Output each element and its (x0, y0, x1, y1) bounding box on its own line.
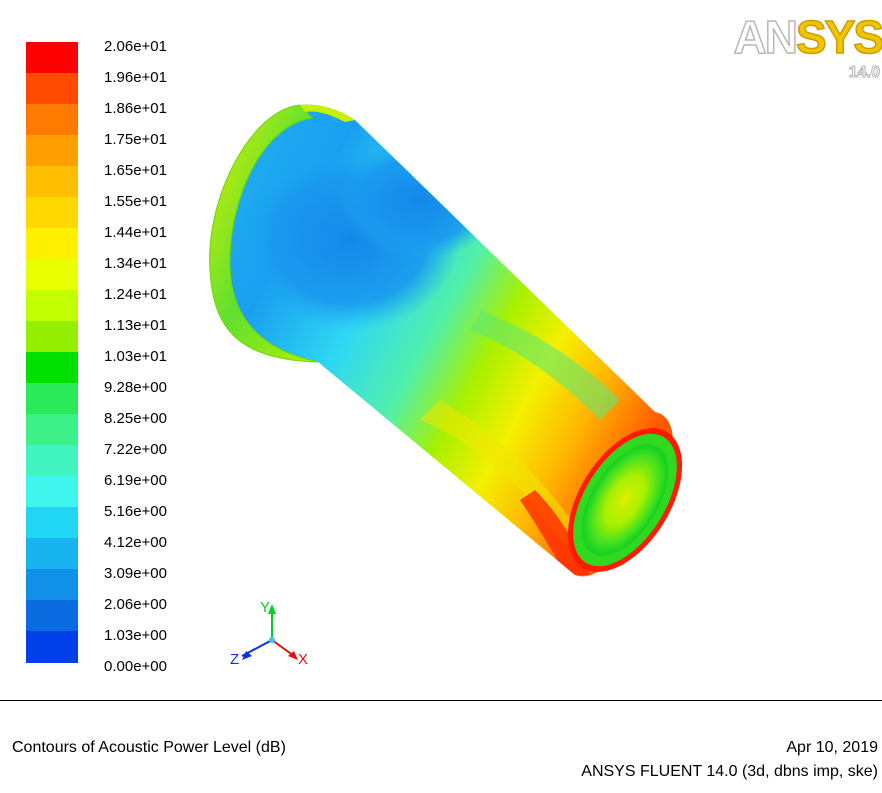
axis-x-label: X (298, 651, 308, 668)
contour-model[interactable] (0, 0, 882, 700)
plot-caption: Contours of Acoustic Power Level (dB) (12, 739, 286, 757)
plot-date: Apr 10, 2019 (786, 739, 878, 757)
title-block: Contours of Acoustic Power Level (dB) Ap… (0, 700, 882, 793)
axis-triad: Y Z X (228, 598, 318, 668)
axis-y-label: Y (260, 599, 270, 616)
solver-info: ANSYS FLUENT 14.0 (3d, dbns imp, ske) (581, 763, 878, 781)
axis-z-label: Z (230, 651, 239, 668)
